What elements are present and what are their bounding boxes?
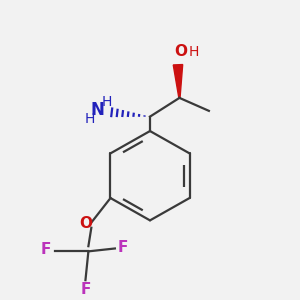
Text: F: F [118,239,128,254]
Polygon shape [173,64,183,98]
Text: O: O [80,217,92,232]
Text: H: H [189,45,200,59]
Text: F: F [41,242,52,257]
Text: O: O [174,44,188,59]
Text: N: N [91,101,104,119]
Text: H: H [102,95,112,109]
Text: F: F [80,282,91,297]
Text: H: H [85,112,95,126]
